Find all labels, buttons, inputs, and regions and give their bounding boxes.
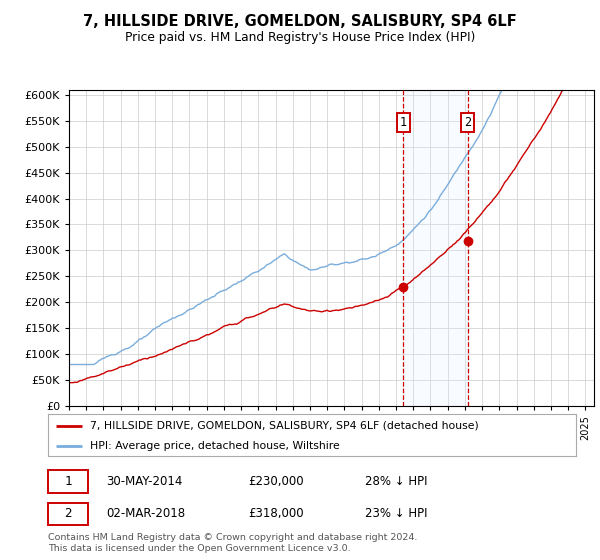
Text: £230,000: £230,000 (248, 475, 304, 488)
Text: 7, HILLSIDE DRIVE, GOMELDON, SALISBURY, SP4 6LF: 7, HILLSIDE DRIVE, GOMELDON, SALISBURY, … (83, 14, 517, 29)
Text: 28% ↓ HPI: 28% ↓ HPI (365, 475, 427, 488)
Text: £318,000: £318,000 (248, 507, 304, 520)
Text: 23% ↓ HPI: 23% ↓ HPI (365, 507, 427, 520)
Text: HPI: Average price, detached house, Wiltshire: HPI: Average price, detached house, Wilt… (90, 441, 340, 451)
Text: Contains HM Land Registry data © Crown copyright and database right 2024.
This d: Contains HM Land Registry data © Crown c… (48, 533, 418, 553)
Text: Price paid vs. HM Land Registry's House Price Index (HPI): Price paid vs. HM Land Registry's House … (125, 31, 475, 44)
Text: 1: 1 (400, 116, 407, 129)
Text: 2: 2 (64, 507, 71, 520)
Text: 30-MAY-2014: 30-MAY-2014 (106, 475, 182, 488)
FancyBboxPatch shape (48, 470, 88, 493)
Text: 1: 1 (64, 475, 71, 488)
FancyBboxPatch shape (48, 503, 88, 525)
Text: 7, HILLSIDE DRIVE, GOMELDON, SALISBURY, SP4 6LF (detached house): 7, HILLSIDE DRIVE, GOMELDON, SALISBURY, … (90, 421, 479, 431)
Bar (403, 90, 468, 406)
Text: 02-MAR-2018: 02-MAR-2018 (106, 507, 185, 520)
Text: 2: 2 (464, 116, 472, 129)
